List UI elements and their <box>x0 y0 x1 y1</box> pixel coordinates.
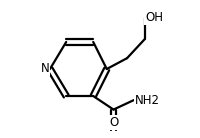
Text: NH2: NH2 <box>134 94 159 107</box>
Text: N: N <box>41 63 49 75</box>
Text: OH: OH <box>145 11 163 24</box>
Text: O: O <box>109 116 118 129</box>
